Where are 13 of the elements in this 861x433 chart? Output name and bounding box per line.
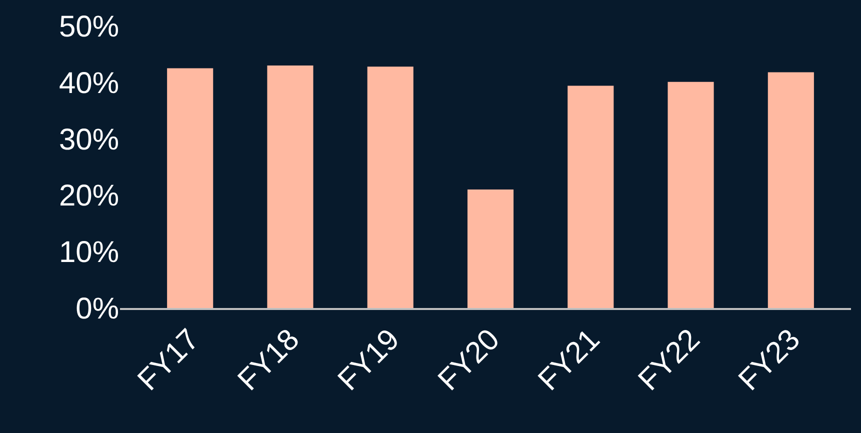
bar <box>768 72 814 308</box>
bar <box>367 66 414 308</box>
y-tick-label: 40% <box>58 66 119 100</box>
bar <box>467 190 514 308</box>
y-tick-label: 30% <box>58 123 119 156</box>
bar <box>568 86 614 308</box>
y-tick-label: 50% <box>58 10 119 44</box>
bar <box>668 82 714 308</box>
bar <box>267 65 314 308</box>
y-tick-label: 10% <box>58 236 119 270</box>
y-tick-label: 20% <box>58 180 119 213</box>
bar <box>167 68 214 308</box>
y-tick-label: 0% <box>76 292 119 326</box>
